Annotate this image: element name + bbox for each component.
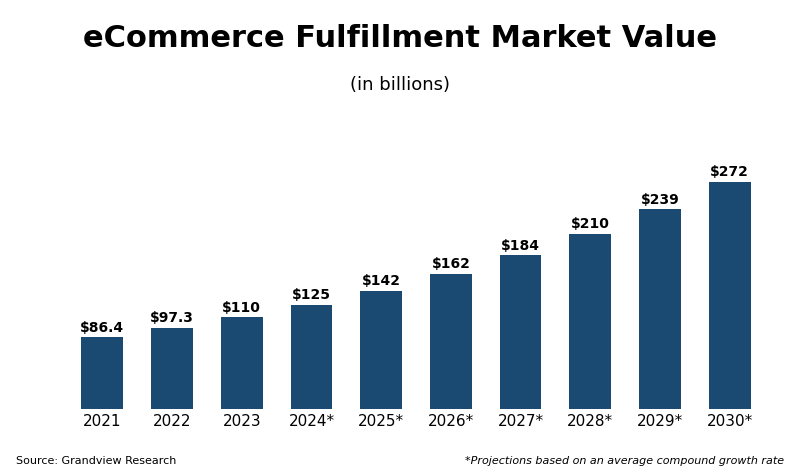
Text: $125: $125 (292, 288, 331, 302)
Text: $162: $162 (431, 258, 470, 271)
Bar (500, 256, 542, 409)
Bar (570, 234, 611, 409)
Text: $184: $184 (501, 239, 540, 253)
Bar (639, 209, 681, 409)
Text: eCommerce Fulfillment Market Value: eCommerce Fulfillment Market Value (83, 24, 717, 53)
Bar (290, 305, 332, 409)
Bar (151, 328, 193, 409)
Text: Source: Grandview Research: Source: Grandview Research (16, 456, 176, 466)
Bar (709, 182, 750, 409)
Bar (221, 317, 262, 409)
Text: $272: $272 (710, 165, 749, 179)
Text: $97.3: $97.3 (150, 311, 194, 326)
Text: $86.4: $86.4 (80, 320, 125, 335)
Text: $142: $142 (362, 274, 401, 288)
Text: $210: $210 (571, 217, 610, 231)
Text: *Projections based on an average compound growth rate: *Projections based on an average compoun… (465, 456, 784, 466)
Text: $110: $110 (222, 301, 261, 315)
Text: $239: $239 (641, 193, 679, 207)
Bar (82, 337, 123, 409)
Text: (in billions): (in billions) (350, 76, 450, 94)
Bar (430, 274, 472, 409)
Bar (360, 290, 402, 409)
